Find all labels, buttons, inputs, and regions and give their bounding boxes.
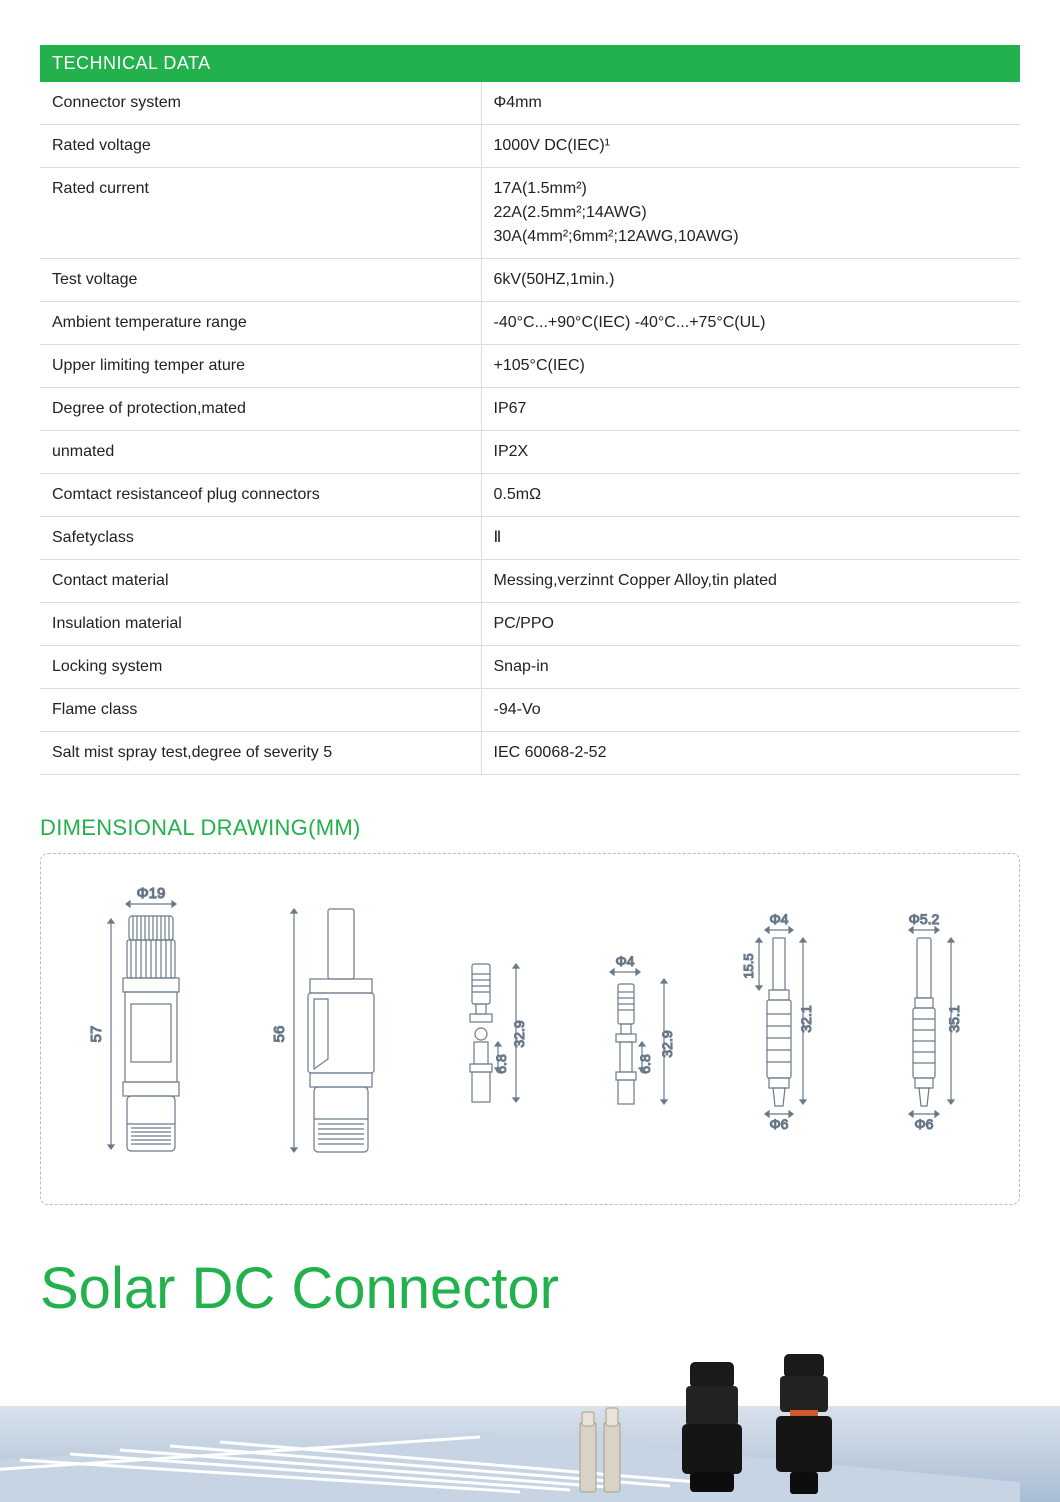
spec-label: Connector system — [40, 82, 481, 125]
connector-drawing-2: 56 — [270, 884, 400, 1164]
dim-label: 32.9 — [659, 1030, 675, 1057]
spec-label: Rated current — [40, 168, 481, 259]
dim-label: Φ6 — [915, 1116, 934, 1132]
spec-label: Upper limiting temper ature — [40, 345, 481, 388]
spec-label: Flame class — [40, 689, 481, 732]
spec-value: 6kV(50HZ,1min.) — [481, 259, 1020, 302]
technical-data-table: TECHNICAL DATA Connector systemΦ4mmRated… — [40, 45, 1020, 775]
pin-drawing-3: Φ4 15.5 32.1 Φ6 — [739, 904, 839, 1144]
spec-label: Salt mist spray test,degree of severity … — [40, 732, 481, 775]
table-row: Degree of protection,matedIP67 — [40, 388, 1020, 431]
spec-value: 0.5mΩ — [481, 474, 1020, 517]
spec-value: IP67 — [481, 388, 1020, 431]
dim-label: 35.1 — [946, 1005, 962, 1032]
spec-value: PC/PPO — [481, 603, 1020, 646]
dim-label: 6.8 — [493, 1054, 509, 1074]
spec-label: Ambient temperature range — [40, 302, 481, 345]
pin-drawing-1: 6.8 32.9 — [450, 924, 540, 1124]
table-row: Rated current17A(1.5mm²) 22A(2.5mm²;14AW… — [40, 168, 1020, 259]
pin-drawing-4: Φ5.2 35.1 Φ6 — [889, 904, 979, 1144]
product-title: Solar DC Connector — [40, 1255, 1020, 1322]
table-header-cell: TECHNICAL DATA — [40, 45, 1020, 82]
spec-value: 1000V DC(IEC)¹ — [481, 125, 1020, 168]
table-row: Contact materialMessing,verzinnt Copper … — [40, 560, 1020, 603]
table-row: Connector systemΦ4mm — [40, 82, 1020, 125]
table-row: Ambient temperature range-40°C...+90°C(I… — [40, 302, 1020, 345]
dim-label: 32.9 — [511, 1020, 527, 1047]
table-row: SafetyclassⅡ — [40, 517, 1020, 560]
spec-label: Insulation material — [40, 603, 481, 646]
spec-value: Snap-in — [481, 646, 1020, 689]
dimensional-drawing-box: Φ19 57 56 — [40, 853, 1020, 1205]
table-row: Flame class -94-Vo — [40, 689, 1020, 732]
spec-label: Contact material — [40, 560, 481, 603]
dim-label: 6.8 — [637, 1054, 653, 1074]
spec-value: -40°C...+90°C(IEC) -40°C...+75°C(UL) — [481, 302, 1020, 345]
spec-label: Safetyclass — [40, 517, 481, 560]
spec-value: -94-Vo — [481, 689, 1020, 732]
table-row: Test voltage6kV(50HZ,1min.) — [40, 259, 1020, 302]
dim-label: 15.5 — [741, 953, 756, 978]
connector-drawing-1: Φ19 57 — [81, 884, 221, 1164]
spec-label: Degree of protection,mated — [40, 388, 481, 431]
dim-label: Φ19 — [137, 885, 166, 902]
dim-label: Φ4 — [615, 953, 634, 969]
dim-label: Φ6 — [770, 1116, 789, 1132]
spec-label: Test voltage — [40, 259, 481, 302]
dim-label: 56 — [271, 1026, 288, 1043]
spec-label: unmated — [40, 431, 481, 474]
table-row: Insulation materialPC/PPO — [40, 603, 1020, 646]
spec-value: Ⅱ — [481, 517, 1020, 560]
spec-value: Φ4mm — [481, 82, 1020, 125]
spec-value: 17A(1.5mm²) 22A(2.5mm²;14AWG) 30A(4mm²;6… — [481, 168, 1020, 259]
dim-label: 32.1 — [798, 1005, 814, 1032]
table-row: Comtact resistanceof plug connectors0.5m… — [40, 474, 1020, 517]
spec-value: IP2X — [481, 431, 1020, 474]
spec-label: Rated voltage — [40, 125, 481, 168]
footer-product-image-band — [0, 1342, 1060, 1502]
dimensional-drawing-title: DIMENSIONAL DRAWING(MM) — [40, 815, 1020, 841]
spec-value: IEC 60068-2-52 — [481, 732, 1020, 775]
table-row: Locking systemSnap-in — [40, 646, 1020, 689]
spec-value: Messing,verzinnt Copper Alloy,tin plated — [481, 560, 1020, 603]
dim-label: 57 — [88, 1026, 105, 1043]
spec-label: Comtact resistanceof plug connectors — [40, 474, 481, 517]
table-row: unmatedIP2X — [40, 431, 1020, 474]
table-header-row: TECHNICAL DATA — [40, 45, 1020, 82]
dim-label: Φ5.2 — [909, 911, 940, 927]
spec-value: +105°C(IEC) — [481, 345, 1020, 388]
spec-label: Locking system — [40, 646, 481, 689]
dim-label: Φ4 — [770, 911, 789, 927]
table-row: Rated voltage1000V DC(IEC)¹ — [40, 125, 1020, 168]
table-row: Upper limiting temper ature+105°C(IEC) — [40, 345, 1020, 388]
pin-drawing-2: Φ4 6.8 32.9 — [590, 924, 690, 1124]
table-row: Salt mist spray test,degree of severity … — [40, 732, 1020, 775]
